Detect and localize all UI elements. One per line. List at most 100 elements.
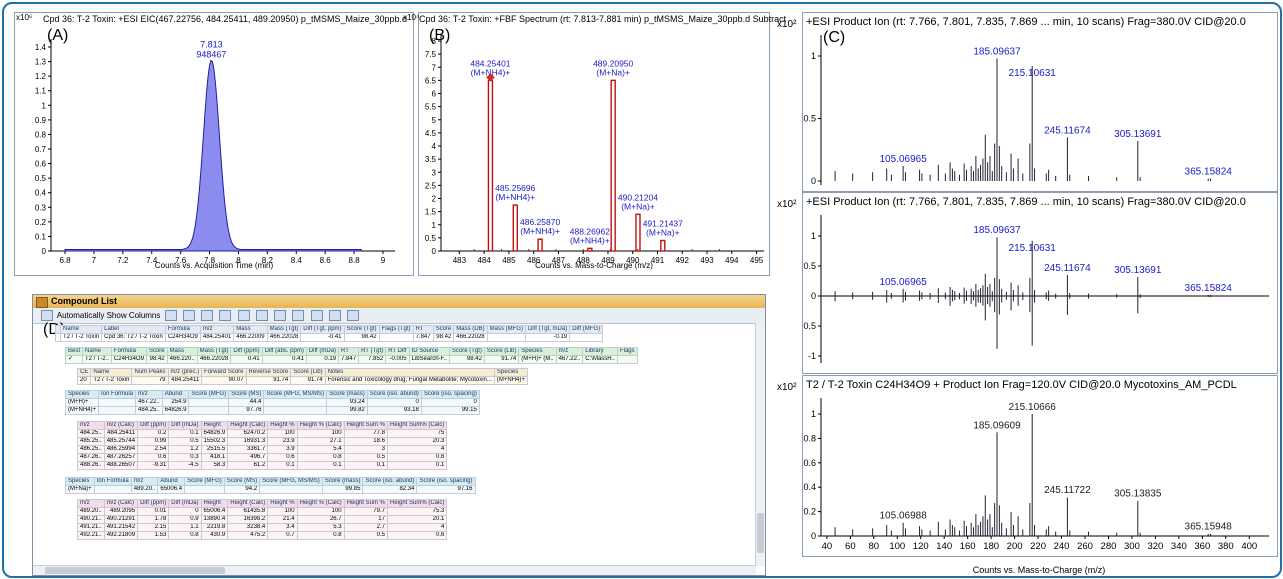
column-header[interactable]: Score (MS) xyxy=(228,390,265,399)
help-icon[interactable] xyxy=(328,310,341,322)
column-header[interactable]: Abund xyxy=(157,477,186,486)
column-header[interactable]: Best xyxy=(64,347,84,356)
column-header[interactable]: Score (MS) xyxy=(223,477,261,486)
column-header[interactable]: Ion Formula xyxy=(98,390,137,399)
table-row[interactable]: 491.21.. 491.21542 2.15 1.1 2219.8 3238.4 3.4 5… xyxy=(77,523,448,532)
table-row[interactable]: 489.20.. 489.2095 0.01 0 65006.4 61435.8 100 10… xyxy=(77,507,448,516)
column-header[interactable]: Num Peaks xyxy=(131,368,169,377)
column-header[interactable]: Diff (mDa) xyxy=(168,421,202,430)
column-header[interactable]: Formula xyxy=(110,347,147,356)
column-header[interactable]: Reverse Score xyxy=(245,368,292,377)
column-header[interactable]: Name xyxy=(59,325,103,334)
column-header[interactable]: Score (Lib) xyxy=(483,347,520,356)
export-icon[interactable] xyxy=(310,310,323,322)
column-header[interactable]: m/z (Calc) xyxy=(103,421,139,430)
table-row[interactable]: 487.26.. 487.26257 0.6 0.3 418.1 496.7 0.6 0.8 0… xyxy=(77,453,448,462)
zoom-out-icon[interactable] xyxy=(274,310,287,322)
column-header[interactable]: Species xyxy=(64,390,100,399)
column-header[interactable]: Mass xyxy=(166,347,198,356)
column-header[interactable]: m/z xyxy=(77,421,105,430)
table-row[interactable]: 484.25.. 484.25411 0.2 0.1 64826.9 62470.2 100… xyxy=(77,429,448,438)
table-row[interactable]: 485.25.. 485.25744 0.99 0.5 15502.3 16931.3 23… xyxy=(77,437,448,446)
table-row[interactable]: 486.25.. 486.25994 2.54 1.2 2515.5 3361.7 3.9 5… xyxy=(77,445,448,454)
column-header[interactable]: Flags xyxy=(616,347,638,356)
table-row[interactable]: ✓ T2 / T-2.. C24H34O9 98.42 466.220.. 466.220… xyxy=(64,355,638,364)
column-header[interactable]: Score (MFG, MS/MS) xyxy=(263,390,328,399)
column-header[interactable]: Label xyxy=(101,325,166,334)
column-header[interactable]: Score (iso. abund) xyxy=(362,477,418,486)
column-header[interactable]: Species xyxy=(518,347,557,356)
column-header[interactable]: Height (Calc) xyxy=(227,499,269,508)
expand-icon[interactable] xyxy=(346,310,359,322)
table-row[interactable]: 488.26.. 488.26507 -9.31 -4.5 58.3 61.2 0.1 0.1… xyxy=(77,461,448,470)
column-header[interactable]: Formula xyxy=(164,325,201,334)
column-header[interactable]: Height Sum% (Calc) xyxy=(386,421,448,430)
column-header[interactable]: Diff (ppm) xyxy=(137,421,170,430)
column-header[interactable]: Flags (Tgt) xyxy=(378,325,414,334)
search-icon[interactable] xyxy=(219,310,232,322)
column-header[interactable]: Height Sum % xyxy=(343,499,388,508)
column-header[interactable]: Library xyxy=(582,347,618,356)
column-header[interactable]: Score xyxy=(145,347,168,356)
column-header[interactable]: Diff (Tgt, mDa) xyxy=(524,325,571,334)
column-header[interactable]: m/z (prec.) xyxy=(167,368,203,377)
table-row[interactable]: (M+Na)+ 489.20.. 65006.4 94.2 99.85 82.34 97.1… xyxy=(65,485,476,494)
column-header[interactable]: RT xyxy=(412,325,434,334)
column-header[interactable]: CE xyxy=(76,368,92,377)
column-header[interactable]: Diff (MFG) xyxy=(569,325,604,334)
column-header[interactable]: Mass (DB) xyxy=(453,325,488,334)
column-header[interactable]: Species xyxy=(493,368,528,377)
column-header[interactable]: Score (MFG, MS/MS) xyxy=(259,477,323,486)
table-row[interactable]: (M+NH4)+ 484.25.. 64826.9 97.76 99.82 93.18 99… xyxy=(64,406,480,415)
column-header[interactable]: Score xyxy=(432,325,455,334)
column-header[interactable]: ID Source xyxy=(408,347,450,356)
column-header[interactable]: m/z xyxy=(77,499,105,508)
table-row[interactable]: 492.21.. 492.21809 1.53 0.8 430.9 475.2 0.7 0.8… xyxy=(77,531,448,540)
column-header[interactable]: Forward Score xyxy=(201,368,247,377)
column-header[interactable]: Ion Formula xyxy=(93,477,132,486)
column-header[interactable]: Score (iso. abund) xyxy=(366,390,422,399)
column-header[interactable]: Mass (Tgt) xyxy=(266,325,302,334)
column-header[interactable]: Score (MFG) xyxy=(188,390,230,399)
column-header[interactable]: Score (mass) xyxy=(326,390,368,399)
column-header[interactable]: Diff (mDa) xyxy=(168,499,202,508)
column-header[interactable]: RT Diff xyxy=(385,347,410,356)
column-header[interactable]: Name xyxy=(82,347,112,356)
column-header[interactable]: Height xyxy=(200,421,229,430)
search-next-icon[interactable] xyxy=(237,310,250,322)
column-header[interactable]: m/z xyxy=(130,477,159,486)
column-header[interactable]: Score (MFG) xyxy=(184,477,225,486)
auto-show-columns-button[interactable]: Automatically Show Columns xyxy=(56,311,161,320)
vertical-scrollbar[interactable] xyxy=(755,323,765,566)
column-header[interactable]: Diff (Tgt, ppm) xyxy=(300,325,345,334)
column-header[interactable]: Species xyxy=(65,477,95,486)
column-header[interactable]: m/z xyxy=(135,390,163,399)
column-header[interactable]: Height % xyxy=(267,421,298,430)
column-header[interactable]: Name xyxy=(90,368,133,377)
column-header[interactable]: Notes xyxy=(324,368,495,377)
filter-icon[interactable] xyxy=(182,310,195,322)
column-header[interactable]: Height Sum % xyxy=(343,421,388,430)
column-header[interactable]: RT (Tgt) xyxy=(358,347,387,356)
clear-filter-icon[interactable] xyxy=(201,310,214,322)
column-header[interactable]: Abund xyxy=(161,390,190,399)
column-header[interactable]: RT xyxy=(338,347,360,356)
column-header[interactable]: Height (Calc) xyxy=(227,421,269,430)
column-header[interactable]: Score (iso. spacing) xyxy=(416,477,476,486)
table-row[interactable]: T2 / T-2 Toxin Cpd 36: T2 / T-2 Toxin C24H… xyxy=(55,333,604,342)
column-header[interactable]: m/z xyxy=(199,325,235,334)
copy-icon[interactable] xyxy=(292,310,305,322)
grid-icon[interactable] xyxy=(41,310,53,322)
column-header[interactable]: Diff (mDa) xyxy=(305,347,340,356)
column-header[interactable]: Height xyxy=(200,499,229,508)
column-header[interactable]: Score (Lib) xyxy=(290,368,326,377)
table-row[interactable]: 20 T2 / T-2 Toxin 79 484.25411 90.07 91.74 91.… xyxy=(76,376,528,385)
column-header[interactable]: m/z (Calc) xyxy=(103,499,139,508)
table-row[interactable]: 490.21.. 490.21291 1.78 0.9 13890.4 16398.2 21… xyxy=(77,515,448,524)
column-header[interactable]: Score (Tgt) xyxy=(343,325,380,334)
horizontal-scrollbar[interactable] xyxy=(33,565,756,575)
column-header[interactable]: Score (Tgt) xyxy=(448,347,485,356)
column-header[interactable]: Height % xyxy=(267,499,298,508)
vertical-scroll-thumb[interactable] xyxy=(757,513,764,553)
zoom-icon[interactable] xyxy=(255,310,268,322)
